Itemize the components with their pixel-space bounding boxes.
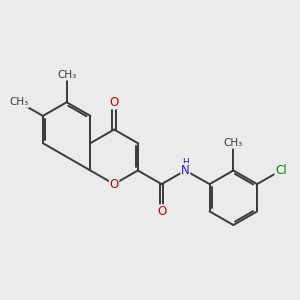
Text: Cl: Cl (275, 164, 287, 177)
Text: CH₃: CH₃ (10, 97, 29, 107)
Text: O: O (110, 178, 119, 190)
Text: O: O (110, 96, 119, 109)
Text: CH₃: CH₃ (224, 138, 243, 148)
Text: O: O (157, 205, 166, 218)
Text: N: N (181, 164, 190, 177)
Text: H: H (182, 158, 189, 167)
Text: CH₃: CH₃ (57, 70, 76, 80)
